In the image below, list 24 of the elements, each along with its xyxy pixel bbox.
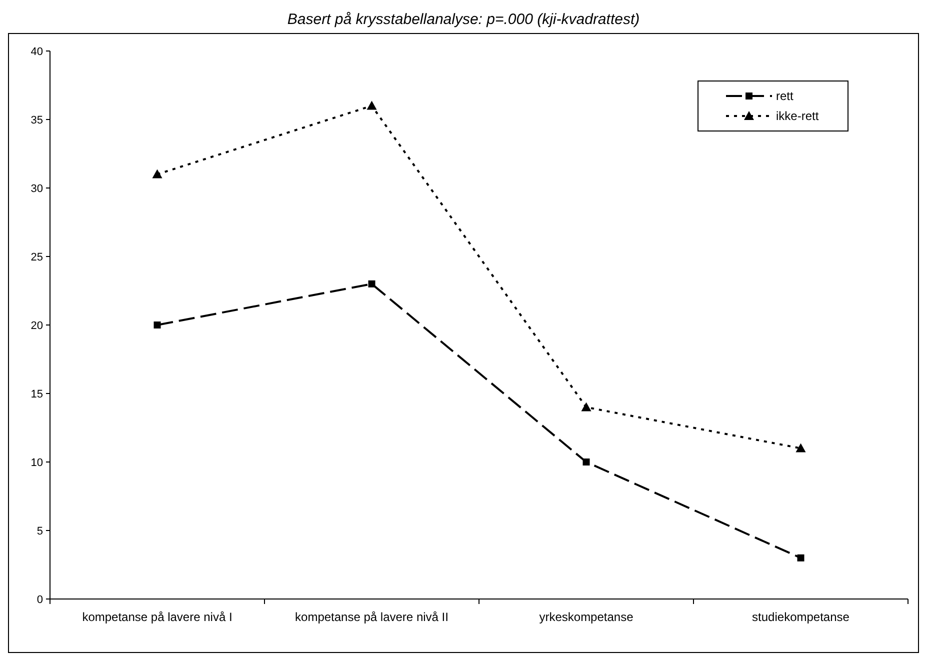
legend-label: rett bbox=[776, 89, 794, 104]
y-tick-label: 15 bbox=[30, 388, 43, 400]
y-tick-label: 10 bbox=[30, 456, 43, 469]
point bbox=[154, 322, 161, 328]
y-tick-label: 20 bbox=[30, 320, 43, 332]
point bbox=[152, 169, 162, 178]
legend-label: ikke-rett bbox=[776, 109, 820, 124]
x-tick-label: yrkeskompetanse bbox=[539, 610, 634, 624]
point bbox=[366, 100, 377, 110]
y-tick-label: 5 bbox=[36, 525, 43, 538]
point bbox=[797, 554, 804, 562]
x-tick-label: kompetanse på lavere nivå II bbox=[295, 610, 448, 624]
y-tick-label: 30 bbox=[30, 182, 43, 195]
x-tick-label: kompetanse på lavere nivå I bbox=[82, 610, 232, 624]
x-tick-label: studiekompetanse bbox=[752, 610, 850, 624]
point bbox=[581, 402, 592, 412]
y-tick-label: 0 bbox=[36, 594, 43, 606]
point bbox=[368, 280, 376, 288]
chart-title: Basert på krysstabellanalyse: p=.000 (kji-kvadrattest) bbox=[287, 11, 640, 28]
y-tick-label: 25 bbox=[30, 251, 43, 264]
y-tick-label: 40 bbox=[30, 46, 43, 58]
point bbox=[796, 443, 806, 452]
point bbox=[582, 458, 590, 466]
y-tick-label: 35 bbox=[30, 114, 43, 126]
